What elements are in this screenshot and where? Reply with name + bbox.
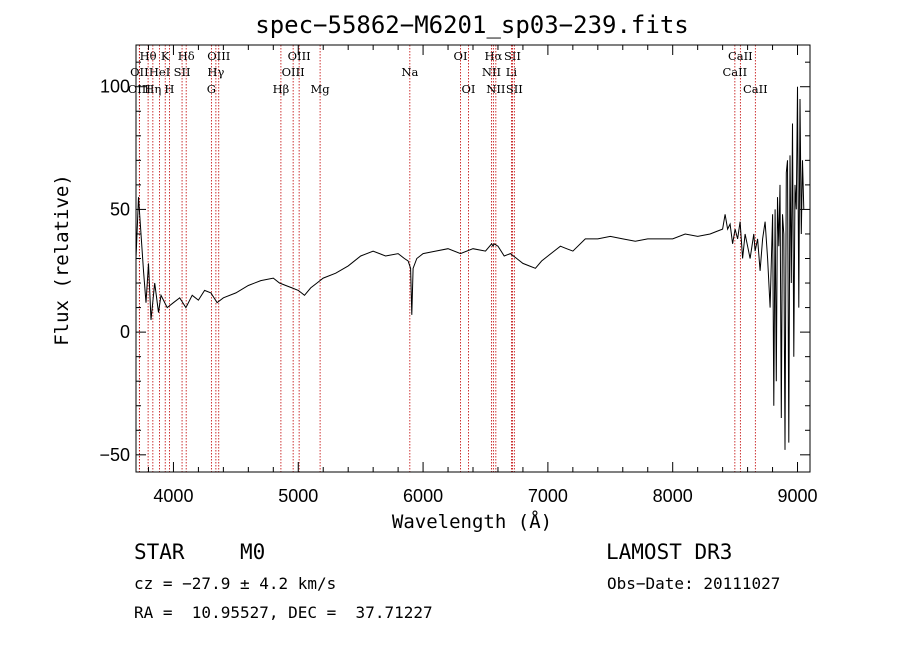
spectral-line-label: Hα	[484, 49, 502, 63]
spectral-line-label: G	[207, 82, 216, 96]
spectral-line-label: Hβ	[273, 82, 290, 96]
spectral-line-label: Hθ	[140, 49, 157, 63]
y-tick-label: −50	[99, 445, 130, 465]
x-tick-label: 5000	[278, 486, 318, 506]
y-tick-label: 0	[120, 322, 130, 342]
x-tick-label: 6000	[403, 486, 443, 506]
x-tick-label: 8000	[653, 486, 693, 506]
spectral-line-label: CaII	[728, 49, 753, 63]
y-tick-label: 50	[110, 199, 130, 219]
spectral-line-label: SII	[506, 82, 523, 96]
spectral-line-label: Hδ	[178, 49, 195, 63]
x-axis-label: Wavelength (Å)	[392, 510, 552, 533]
x-tick-label: 7000	[528, 486, 568, 506]
spectral-line-label: NII	[486, 82, 505, 96]
spectral-line-label: Hγ	[207, 65, 224, 79]
object-class: STAR	[134, 540, 185, 564]
spectral-line-label: CaII	[722, 65, 747, 79]
spectral-line-label: Mg	[311, 82, 331, 96]
y-axis-label: Flux (relative)	[51, 174, 73, 346]
coordinates: RA = 10.95527, DEC = 37.71227	[134, 603, 433, 622]
plot-frame	[135, 44, 811, 473]
spectral-line-label: SII	[174, 65, 191, 79]
spectral-line-label: OI	[462, 82, 476, 96]
spectral-line-label: SII	[504, 49, 521, 63]
observation-date: Obs−Date: 20111027	[607, 574, 781, 593]
y-tick-label: 100	[100, 77, 130, 97]
x-axis: 4000 5000 6000 7000 8000 9000	[147, 45, 818, 506]
object-subclass: M0	[240, 540, 266, 564]
spectral-line-label: OIII	[207, 49, 230, 63]
spectral-line-label: NII	[482, 65, 501, 79]
spectral-line-label: OI	[454, 49, 468, 63]
x-tick-label: 4000	[153, 486, 193, 506]
spectral-line-label: Li	[506, 65, 518, 79]
spectral-line-label: H	[164, 82, 174, 96]
spectral-line-label: CaII	[743, 82, 768, 96]
survey-name: LAMOST DR3	[606, 540, 733, 564]
chart-title: spec−55862−M6201_sp03−239.fits	[255, 11, 688, 39]
x-tick-label: 9000	[777, 486, 817, 506]
spectral-line-label: HeI	[149, 65, 170, 79]
flux-series-line	[135, 86, 805, 450]
spectral-line-label: OIII	[128, 82, 151, 96]
spectral-line-label: Hη	[144, 82, 161, 96]
redshift-velocity: cz = −27.9 ± 4.2 km/s	[134, 574, 337, 593]
spectral-line-label: Na	[401, 65, 418, 79]
spectral-line-label: K	[161, 49, 170, 63]
spectral-line-label: OIII	[282, 65, 305, 79]
y-axis: −50 0 50 100	[99, 61, 810, 465]
spectral-line-label: OIII	[288, 49, 311, 63]
